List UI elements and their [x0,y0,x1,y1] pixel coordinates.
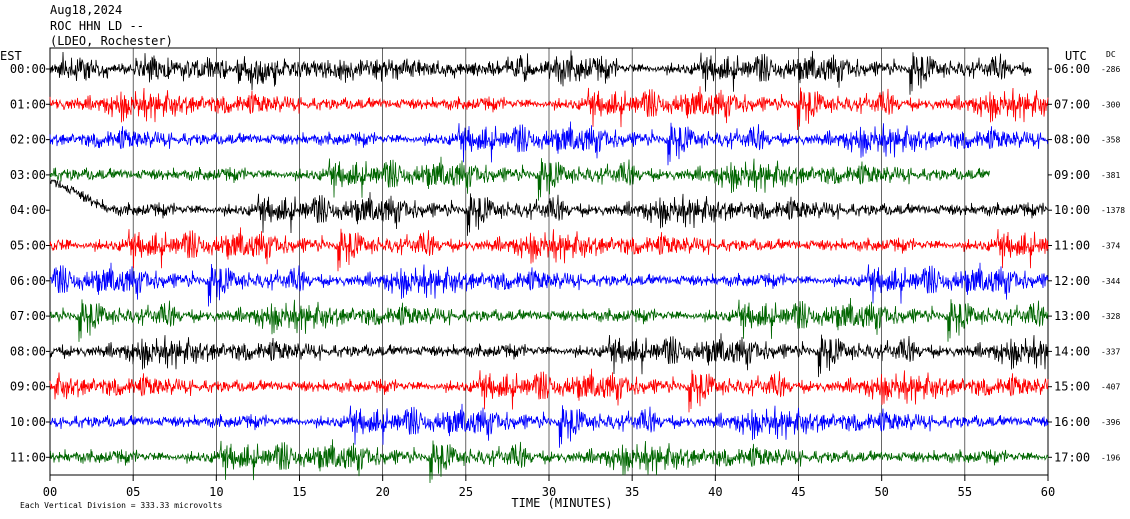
x-tick-label: 50 [874,485,888,499]
header-station: ROC HHN LD -- [50,19,144,33]
x-tick-label: 05 [126,485,140,499]
est-hour-label: 07:00 [10,309,46,323]
utc-hour-label: 11:00 [1054,239,1090,253]
utc-hour-label: 14:00 [1054,344,1090,358]
trace-line [49,333,1049,378]
dc-offset-value: -286 [1101,65,1120,74]
x-tick-label: 40 [708,485,722,499]
label-layer: EST UTC DC TIME (MINUTES) Each Vertical … [0,49,1125,510]
est-hour-label: 02:00 [10,133,46,147]
trace-line [49,50,1032,95]
est-hour-label: 03:00 [10,168,46,182]
x-tick-label: 30 [542,485,556,499]
x-tick-label: 00 [43,485,57,499]
utc-hour-label: 08:00 [1054,133,1090,147]
dc-offset-value: -374 [1101,242,1120,251]
dc-offset-value: -300 [1101,100,1120,109]
x-tick-label: 25 [459,485,473,499]
est-hour-label: 08:00 [10,344,46,358]
utc-hour-label: 07:00 [1054,97,1090,111]
utc-hour-label: 17:00 [1054,450,1090,464]
est-hour-label: 05:00 [10,239,46,253]
trace-line [49,439,1049,484]
left-timezone-label: EST [0,49,22,63]
x-tick-label: 10 [209,485,223,499]
x-tick-label: 15 [292,485,306,499]
trace-line [49,297,1049,342]
trace-line [49,156,990,201]
utc-hour-label: 09:00 [1054,168,1090,182]
est-hour-label: 00:00 [10,62,46,76]
dc-header-label: DC [1106,50,1116,59]
x-axis-title: TIME (MINUTES) [511,496,612,510]
dc-offset-value: -396 [1101,418,1120,427]
x-tick-label: 60 [1041,485,1055,499]
utc-hour-label: 12:00 [1054,274,1090,288]
trace-line [49,121,1049,166]
x-tick-label: 45 [791,485,805,499]
est-hour-label: 04:00 [10,203,46,217]
trace-line [49,262,1049,307]
header-network: (LDEO, Rochester) [50,34,173,48]
trace-line [49,86,1049,131]
dc-offset-value: -381 [1101,171,1120,180]
x-tick-label: 20 [375,485,389,499]
x-tick-label: 35 [625,485,639,499]
est-hour-label: 06:00 [10,274,46,288]
dc-offset-value: -337 [1101,347,1120,356]
utc-hour-label: 06:00 [1054,62,1090,76]
est-hour-label: 01:00 [10,97,46,111]
trace-line [49,368,1049,413]
scale-footnote: Each Vertical Division = 333.33 microvol… [20,501,222,510]
trace-line [49,227,1049,272]
dc-offset-value: -1378 [1101,206,1125,215]
utc-hour-label: 10:00 [1054,203,1090,217]
utc-hour-label: 16:00 [1054,415,1090,429]
est-hour-label: 10:00 [10,415,46,429]
est-hour-label: 11:00 [10,450,46,464]
x-tick-label: 55 [958,485,972,499]
right-timezone-label: UTC [1065,49,1087,63]
dc-offset-value: -407 [1101,383,1120,392]
trace-line [49,179,1049,236]
dc-offset-value: -344 [1101,277,1120,286]
est-hour-label: 09:00 [10,380,46,394]
utc-hour-label: 15:00 [1054,380,1090,394]
utc-hour-label: 13:00 [1054,309,1090,323]
dc-offset-value: -328 [1101,312,1120,321]
trace-line [49,403,1049,448]
grid-layer [46,47,1052,481]
header-date: Aug18,2024 [50,3,123,17]
dc-offset-value: -196 [1101,453,1120,462]
dc-offset-value: -358 [1101,136,1120,145]
trace-layer [49,50,1049,484]
